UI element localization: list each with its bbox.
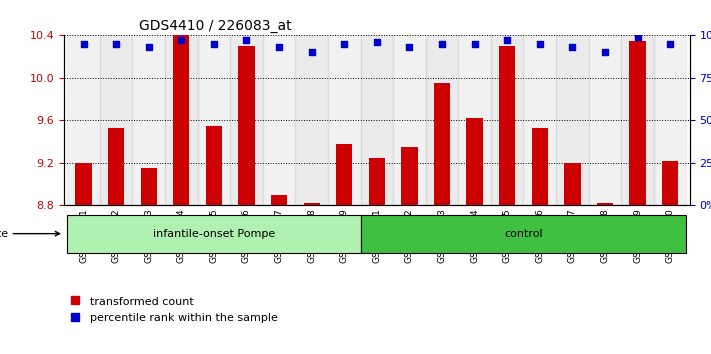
Point — [501, 38, 513, 43]
Point — [338, 41, 350, 47]
Point — [404, 45, 415, 50]
Bar — [401, 147, 417, 205]
Point — [77, 41, 90, 47]
Point — [534, 41, 545, 47]
Bar — [198, 35, 230, 205]
Bar — [100, 35, 132, 205]
Bar — [499, 46, 515, 205]
Point — [469, 41, 480, 47]
Bar — [238, 46, 255, 205]
Point — [437, 41, 448, 47]
Bar — [132, 35, 165, 205]
Bar — [621, 35, 654, 205]
Point — [176, 38, 187, 43]
Text: disease state: disease state — [0, 229, 60, 239]
Bar — [393, 35, 426, 205]
FancyBboxPatch shape — [360, 215, 686, 253]
Point — [241, 38, 252, 43]
Bar — [108, 128, 124, 205]
Bar — [75, 163, 92, 205]
Point — [664, 41, 675, 47]
Bar — [336, 144, 353, 205]
Point — [273, 45, 284, 50]
Text: infantile-onset Pompe: infantile-onset Pompe — [153, 229, 275, 239]
Bar — [360, 35, 393, 205]
Point — [632, 34, 643, 40]
Bar — [263, 35, 295, 205]
Bar — [654, 35, 686, 205]
Bar — [629, 41, 646, 205]
Bar — [434, 83, 450, 205]
Point — [567, 45, 578, 50]
Bar — [466, 118, 483, 205]
Point — [371, 39, 383, 45]
Bar — [205, 126, 222, 205]
Bar — [662, 161, 678, 205]
Legend: transformed count, percentile rank within the sample: transformed count, percentile rank withi… — [70, 296, 277, 323]
Bar — [328, 35, 360, 205]
Bar — [230, 35, 263, 205]
Point — [599, 50, 611, 55]
Bar — [68, 35, 100, 205]
Bar — [295, 35, 328, 205]
Bar — [369, 158, 385, 205]
Bar — [141, 168, 157, 205]
Bar — [597, 203, 613, 205]
Bar — [173, 19, 189, 205]
Bar — [523, 35, 556, 205]
Bar — [532, 128, 548, 205]
FancyBboxPatch shape — [68, 215, 360, 253]
Bar — [426, 35, 459, 205]
Bar — [565, 163, 580, 205]
Point — [143, 45, 154, 50]
Text: control: control — [504, 229, 542, 239]
Point — [208, 41, 220, 47]
Bar — [165, 35, 198, 205]
Point — [110, 41, 122, 47]
Point — [306, 50, 317, 55]
Bar — [271, 195, 287, 205]
Bar — [459, 35, 491, 205]
Bar — [589, 35, 621, 205]
Bar — [556, 35, 589, 205]
Text: GDS4410 / 226083_at: GDS4410 / 226083_at — [139, 19, 292, 33]
Bar — [491, 35, 523, 205]
Bar — [304, 203, 320, 205]
